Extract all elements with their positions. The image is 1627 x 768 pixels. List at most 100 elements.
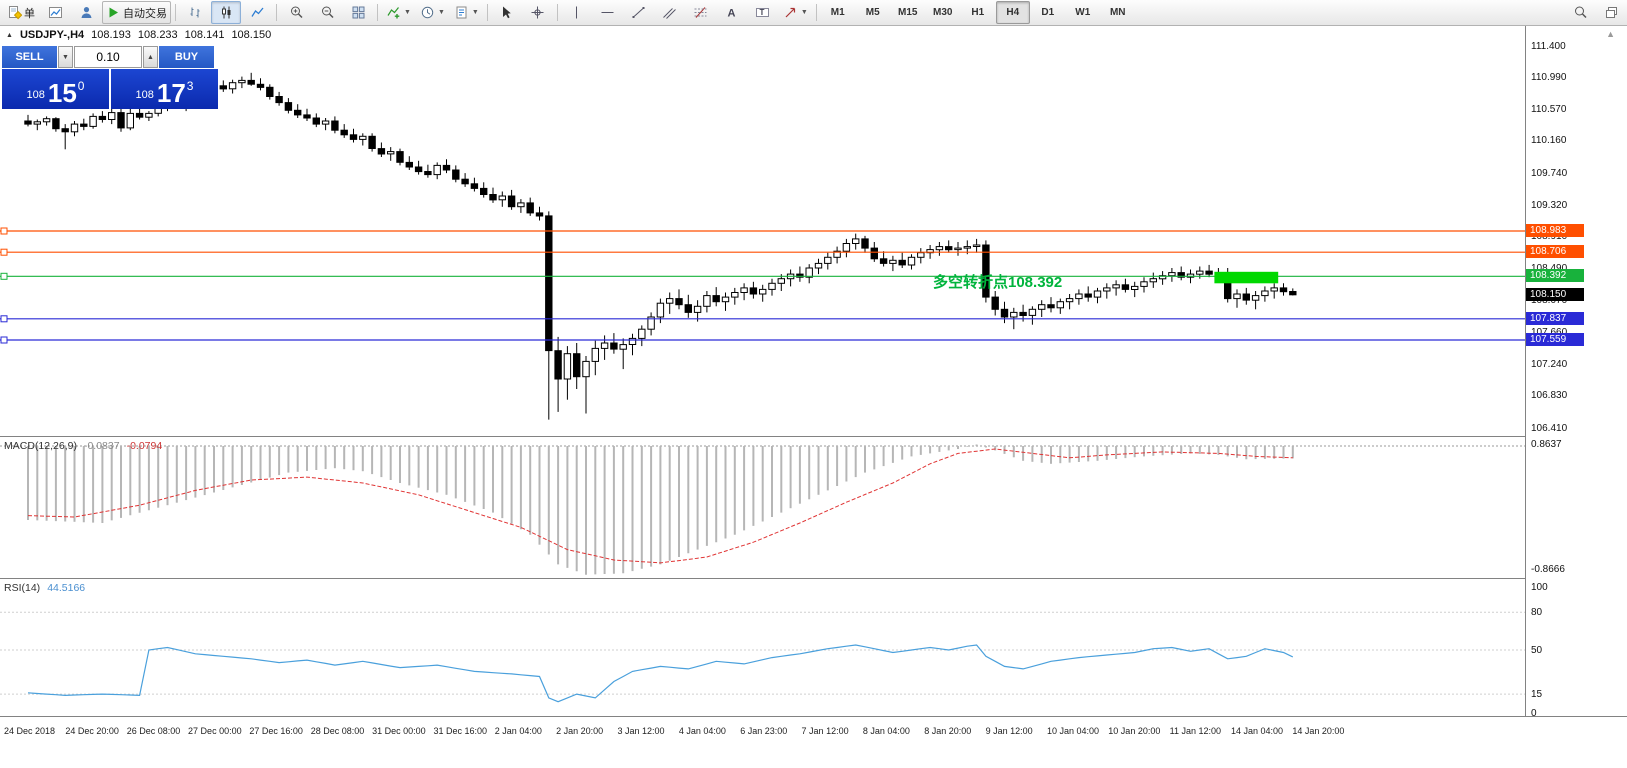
new-order-label: 单 [24,7,35,20]
indicators-button[interactable]: ▼ [382,1,415,24]
candle-body [480,187,488,195]
candle-body [1038,304,1046,310]
scroll-up-icon[interactable]: ▲ [1606,29,1615,39]
candle-body [368,135,376,150]
highlight-rectangle[interactable] [1214,271,1279,284]
new-chart-button[interactable] [40,1,70,24]
channel-icon [663,8,677,19]
timeframe-m15-button[interactable]: M15 [898,7,918,18]
timeframe-m30-button[interactable]: M30 [933,7,953,18]
level-handle[interactable] [0,227,8,235]
price-axis[interactable]: ▲ 111.400 110.990 110.570 110.160 109.740 109… [1525,25,1627,719]
candle-body [852,238,860,244]
templates-button[interactable]: ▼ [450,1,483,24]
candle-body [759,288,767,295]
candle-body [1196,270,1204,275]
vertical-line-tool-button[interactable] [562,1,592,24]
line-chart-button[interactable] [242,1,272,24]
channel-tool-button[interactable] [655,1,685,24]
text-tool-button[interactable]: A [717,1,747,24]
toolbar-right-group [1565,1,1627,24]
candle-body [526,202,534,214]
lot-dropdown-button[interactable]: ▼ [58,46,73,68]
fibonacci-tool-button[interactable] [686,1,716,24]
candle-body [684,304,692,313]
candle-body [861,238,869,249]
candle-body [228,82,237,90]
timeframe-h1-button[interactable]: H1 [971,7,985,18]
candle-body [1112,284,1120,289]
timeframe-h4-button[interactable]: H4 [995,1,1030,24]
zoom-out-button[interactable] [312,1,342,24]
bar-chart-icon [190,7,199,18]
candle-body [703,295,711,307]
candle-body [1261,290,1269,297]
autotrade-button[interactable]: 自动交易 [102,1,171,24]
price-tick-label: 108.070 [1531,295,1568,307]
new-order-button[interactable]: 单 [3,1,39,24]
time-tick-label: 4 Jan 04:00 [678,726,726,736]
candle-body [331,120,339,131]
cursor-button[interactable] [492,1,522,24]
profiles-button[interactable] [71,1,101,24]
search-button[interactable] [1565,1,1595,24]
candle-body [1047,304,1055,309]
candle-body [1000,308,1009,318]
time-tick-label: 27 Dec 16:00 [249,726,303,736]
candle-body [70,123,79,133]
ohlc-open: 108.193 [91,29,131,41]
level-handle[interactable] [0,248,8,256]
sell-price-prefix: 108 [26,89,45,101]
price-tick-label: 110.570 [1531,104,1567,116]
timeframe-m1-button[interactable]: M1 [830,7,845,18]
main-chart-window[interactable]: ▲ USDJPY-,H4 108.193 108.233 108.141 108… [0,25,1525,436]
horizontal-line-tool-button[interactable] [593,1,623,24]
candle-body [610,342,618,350]
bar-chart-button[interactable] [180,1,210,24]
level-handle[interactable] [0,272,8,280]
buy-button[interactable]: BUY [159,46,214,68]
toolbar-separator [276,4,277,21]
candlestick-chart-button[interactable] [211,1,241,24]
candle-body [768,282,776,290]
candle-body [61,128,69,133]
tile-windows-button[interactable] [343,1,373,24]
rsi-indicator-window[interactable]: RSI(14) 44.5166 [0,578,1525,716]
lot-increase-button[interactable]: ▲ [143,46,158,68]
candle-body [1149,278,1157,283]
time-axis[interactable]: 24 Dec 2018 24 Dec 20:00 26 Dec 08:00 27 De… [0,716,1627,768]
timeframe-w1-button[interactable]: W1 [1075,7,1091,18]
sell-price-button[interactable]: 108 15 0 [2,69,109,109]
sell-price-big: 15 [47,78,77,108]
periods-button[interactable]: ▼ [416,1,449,24]
macd-indicator-window[interactable]: MACD(12,26,9) -0.0837 -0.0794 [0,436,1525,578]
timeframe-m5-button[interactable]: M5 [865,7,880,18]
candle-body [647,316,655,330]
arrows-tool-button[interactable]: ▼ [779,1,812,24]
level-handle[interactable] [0,315,8,323]
lot-size-input[interactable] [75,47,141,67]
chart-text-annotation[interactable]: 多空转折点108.392 [933,274,1063,291]
window-restore-button[interactable] [1596,1,1626,24]
zoom-in-button[interactable] [281,1,311,24]
trendline-tool-button[interactable] [624,1,654,24]
macd-main-value: -0.0837 [83,440,120,452]
level-handle[interactable] [0,336,8,344]
candle-body [312,117,321,125]
sell-button[interactable]: SELL [2,46,57,68]
rsi-label: RSI(14) [4,582,41,594]
buy-price-button[interactable]: 108 17 3 [111,69,218,109]
candle-body [42,118,51,123]
toolbar-separator [175,4,176,21]
timeframe-d1-button[interactable]: D1 [1041,7,1055,18]
crosshair-button[interactable] [523,1,553,24]
autotrade-label: 自动交易 [123,7,167,20]
crosshair-icon [531,6,544,19]
timeframe-mn-button[interactable]: MN [1109,7,1126,18]
zoom-out-icon [321,6,334,19]
candle-body [628,337,637,345]
candle-body [917,252,925,258]
cursor-icon [503,6,512,19]
text-label-tool-button[interactable]: T [748,1,778,24]
candle-body [731,292,739,298]
